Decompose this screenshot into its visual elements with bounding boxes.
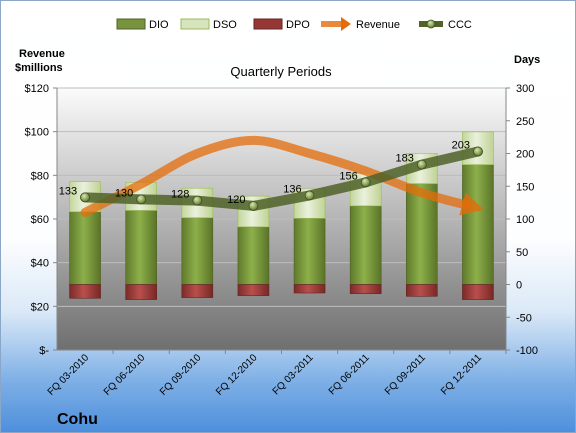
ccc-data-label: 156	[339, 170, 357, 182]
right-axis-label: Days	[514, 54, 540, 66]
dpo-bar	[462, 284, 494, 300]
ccc-data-label: 133	[59, 185, 77, 197]
x-tick-label: FQ 12-2011	[439, 352, 484, 397]
right-tick-label: 0	[516, 280, 522, 292]
ccc-data-label: 128	[171, 189, 189, 201]
ccc-series: 133 130 128 120 136 156 183 203	[59, 140, 483, 211]
legend-marker-ccc	[426, 19, 436, 29]
ccc-data-label: 120	[227, 194, 245, 206]
left-tick-label: $100	[25, 127, 49, 139]
x-tick-label: FQ 03-2011	[271, 352, 316, 397]
left-tick-label: $60	[31, 214, 49, 226]
ccc-data-label: 136	[283, 183, 301, 195]
dpo-bar	[406, 284, 438, 297]
dio-bar	[125, 210, 157, 285]
dio-bar	[69, 211, 101, 285]
legend-label-dio: DIO	[149, 19, 169, 31]
right-tick-label: 100	[516, 214, 534, 226]
x-tick-label: FQ 06-2010	[102, 352, 148, 398]
left-tick-label: $-	[39, 345, 49, 357]
x-tick-label: FQ 03-2010	[46, 352, 92, 398]
ccc-data-label: 183	[395, 153, 413, 165]
legend-swatch-dpo	[253, 18, 283, 30]
x-axis: FQ 03-2010 FQ 06-2010 FQ 09-2010 FQ 12-2010…	[46, 350, 507, 398]
legend-swatch-dio	[116, 18, 146, 30]
left-tick-label: $20	[31, 301, 49, 313]
right-axis: -100 -50 0 50 100 150 200 250 300	[506, 83, 538, 357]
dio-bar	[293, 218, 326, 285]
dpo-bar	[237, 284, 270, 296]
legend: DIO DSO DPO Revenue CCC	[116, 17, 472, 31]
dpo-bar	[125, 284, 157, 300]
ccc-point	[80, 192, 90, 203]
ccc-point	[360, 177, 371, 188]
chart-title: Quarterly Periods	[230, 64, 332, 79]
ccc-data-label: 130	[115, 187, 133, 199]
dio-bar	[237, 226, 270, 285]
right-tick-label: 150	[516, 181, 534, 193]
dio-bar	[462, 164, 494, 285]
right-tick-label: 50	[516, 247, 528, 259]
legend-label-dso: DSO	[213, 19, 237, 31]
revenue-series	[80, 135, 484, 217]
left-axis-label-line1: Revenue	[19, 48, 65, 60]
ccc-point	[248, 200, 259, 211]
dio-bar	[349, 205, 382, 285]
right-tick-label: 300	[516, 83, 534, 95]
dpo-bar	[181, 284, 214, 298]
dpo-bar	[349, 284, 382, 294]
legend-arrowhead-revenue	[341, 17, 351, 31]
ccc-point	[416, 159, 427, 170]
left-tick-label: $40	[31, 258, 49, 270]
legend-swatch-dso	[180, 18, 210, 30]
ccc-point	[473, 146, 483, 157]
right-tick-label: 200	[516, 149, 534, 161]
legend-label-dpo: DPO	[286, 19, 310, 31]
left-axis-label-line2: $millions	[15, 62, 63, 74]
ccc-point	[192, 195, 203, 206]
x-tick-label: FQ 09-2010	[158, 352, 204, 398]
dpo-bar	[69, 284, 101, 299]
x-tick-label: FQ 06-2011	[327, 352, 372, 397]
ccc-data-label: 203	[452, 140, 470, 152]
ccc-line	[80, 146, 483, 211]
dio-bar	[181, 217, 214, 285]
right-tick-label: -100	[516, 345, 538, 357]
company-name: Cohu	[57, 411, 98, 428]
revenue-line	[80, 135, 470, 217]
legend-label-ccc: CCC	[448, 19, 472, 31]
legend-label-revenue: Revenue	[356, 19, 400, 31]
left-tick-label: $80	[31, 170, 49, 182]
left-tick-label: $120	[25, 83, 49, 95]
ccc-point	[136, 194, 147, 205]
right-tick-label: -50	[516, 312, 532, 324]
x-tick-label: FQ 09-2011	[383, 352, 428, 397]
x-tick-label: FQ 12-2010	[214, 352, 260, 398]
revenue-arrowhead	[459, 192, 484, 216]
ccc-point	[304, 190, 315, 201]
dpo-bar	[293, 284, 326, 294]
right-tick-label: 250	[516, 116, 534, 128]
